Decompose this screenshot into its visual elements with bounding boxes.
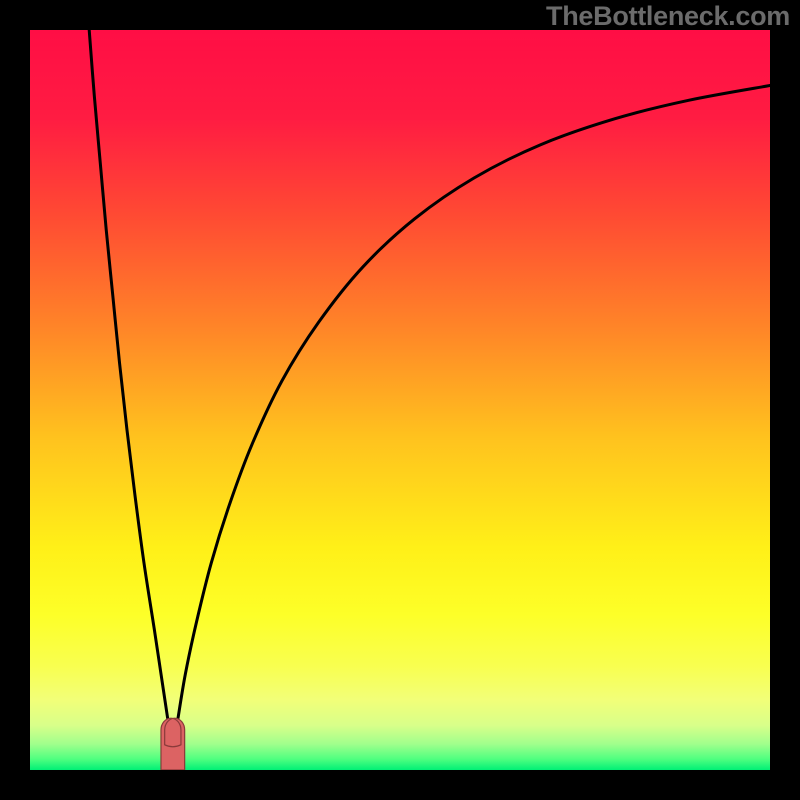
- chart-svg: [30, 30, 770, 770]
- watermark-text: TheBottleneck.com: [546, 1, 790, 32]
- chart-container: TheBottleneck.com: [0, 0, 800, 800]
- plot-area: [30, 30, 770, 770]
- minimum-marker: [161, 718, 185, 770]
- gradient-background: [30, 30, 770, 770]
